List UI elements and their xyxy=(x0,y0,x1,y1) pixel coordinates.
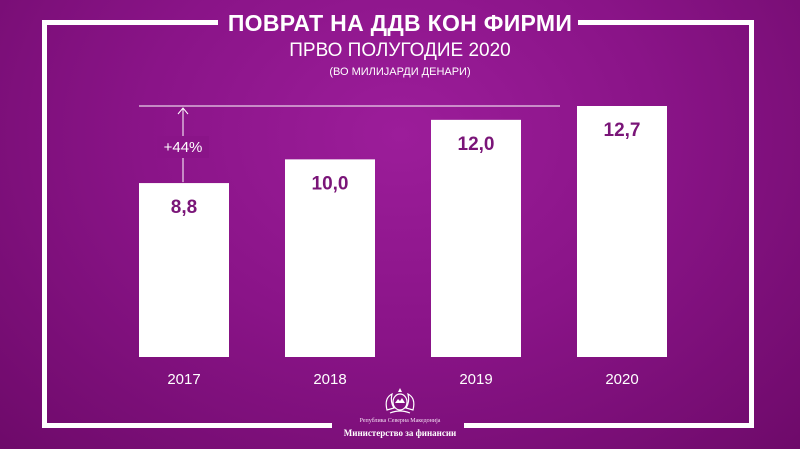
frame-line-bottom-left xyxy=(42,423,332,428)
bar-2017 xyxy=(139,183,229,357)
bar-value-label-2018: 10,0 xyxy=(312,173,349,194)
frame-line-left xyxy=(42,20,47,428)
coat-of-arms-icon xyxy=(385,388,415,414)
ministry-name: Министерство за финансии xyxy=(343,428,457,438)
chart-subtitle: ПРВО ПОЛУГОДИЕ 2020 xyxy=(289,40,511,61)
growth-label-background xyxy=(157,136,209,158)
frame-line-right xyxy=(749,20,754,428)
growth-arrow-head xyxy=(177,107,189,115)
frame-line-bottom-right xyxy=(464,423,754,428)
bar-2018 xyxy=(285,159,375,357)
republic-name: Република Северна Македонија xyxy=(359,418,441,424)
bar-2019 xyxy=(431,119,521,357)
bar-2020 xyxy=(577,106,667,357)
frame-line-top-left xyxy=(42,20,218,25)
bar-value-label-2019: 12,0 xyxy=(458,134,495,155)
frame-line-top-right xyxy=(578,20,754,25)
bar-value-label-2020: 12,7 xyxy=(604,120,641,141)
x-tick-label-2018: 2018 xyxy=(313,371,346,388)
x-tick-label-2017: 2017 xyxy=(167,371,200,388)
x-tick-label-2019: 2019 xyxy=(459,371,492,388)
chart-title: ПОВРАТ НА ДДВ КОН ФИРМИ xyxy=(227,10,573,36)
bar-value-label-2017: 8,8 xyxy=(171,197,197,218)
growth-label: +44% xyxy=(164,139,203,156)
chart-units: (ВО МИЛИЈАРДИ ДЕНАРИ) xyxy=(329,66,471,78)
x-tick-label-2020: 2020 xyxy=(605,371,638,388)
title-frame xyxy=(42,20,754,428)
